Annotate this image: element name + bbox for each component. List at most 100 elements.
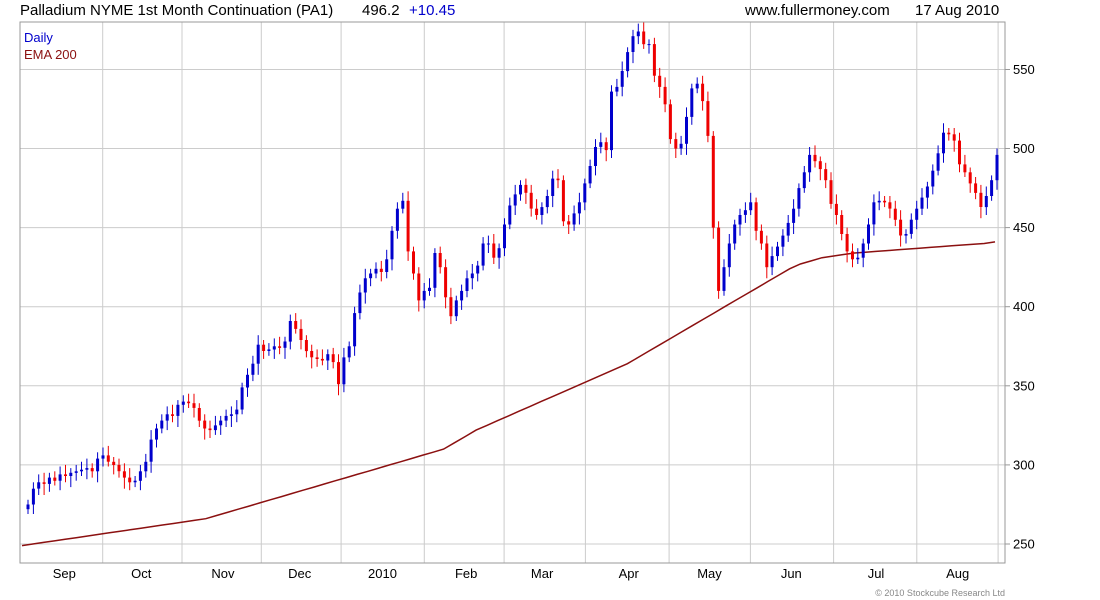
candle [315,349,319,367]
candle [818,156,822,181]
candle [594,139,597,176]
candle [369,268,373,287]
y-tick-label: 550 [1013,62,1035,77]
candle [106,445,110,467]
candle [904,229,908,244]
candle [112,457,116,475]
candle [915,200,919,230]
candle [770,246,774,276]
candle [963,154,967,177]
x-tick-label: Nov [211,566,235,581]
candle [197,403,201,427]
candle [385,249,389,279]
candle [476,260,480,282]
candle [733,219,737,250]
candle [122,463,126,489]
candle [69,468,73,488]
axes: 250 300 350 400 450 500 550 Sep Oct Nov Dec 2010 Feb… [53,62,1035,581]
candle [192,393,196,418]
candle [776,241,779,261]
candle [529,184,533,217]
candle [743,202,747,223]
chart-title: Palladium NYME 1st Month Continuation (P… [20,2,334,19]
candle [545,189,549,214]
chart-header: Palladium NYME 1st Month Continuation (P… [0,0,1100,22]
ema-200-line [21,241,996,547]
candle [958,132,961,173]
candle [454,295,458,321]
candle [208,420,212,438]
candle [229,406,233,427]
candle [551,170,555,208]
candle [486,235,490,253]
source-link[interactable]: www.fullermoney.com [745,2,890,19]
candle [909,213,913,239]
candle [802,166,806,193]
candle [492,234,496,264]
candle [80,461,83,476]
candle [395,202,399,239]
candle [138,464,142,491]
candle [85,458,89,480]
candle [155,423,158,448]
candle [851,243,854,268]
candle [690,83,694,125]
candle [160,414,164,434]
candle [53,471,57,486]
candle [417,267,421,312]
candle [465,270,469,298]
candle [358,284,362,320]
candle [235,400,239,423]
candle [583,178,587,211]
candle [326,349,330,370]
candle [438,246,442,274]
candle [936,145,940,176]
candle [604,137,608,162]
candle [42,472,46,495]
candle [658,67,662,98]
candle [304,335,308,358]
chart-date: 17 Aug 2010 [915,2,1000,19]
candle [556,169,560,189]
candle [251,355,255,382]
candle [337,354,340,396]
candle [685,107,688,155]
candle [668,99,672,144]
candle [797,183,801,217]
candle [519,180,522,201]
y-tick-label: 350 [1013,378,1035,393]
candle [331,347,335,369]
candle [213,415,217,435]
candle [294,313,298,334]
candle [979,184,983,219]
candle [695,77,699,94]
candle [577,192,581,225]
candle [615,78,619,97]
candle [925,181,929,209]
candle [374,262,378,279]
candle [149,430,153,473]
candle [808,147,812,182]
candle [90,463,94,478]
candle [893,200,897,227]
candle [872,194,876,236]
candle [974,177,978,200]
candle [727,234,731,277]
candle [203,414,207,440]
candle [181,395,185,413]
candle [834,194,838,225]
candle [663,77,667,113]
legend-daily: Daily [24,30,53,45]
candle [219,415,223,435]
candle [37,474,41,495]
candle [647,39,651,54]
candle [26,499,30,514]
candle [283,336,287,359]
candle [267,343,271,356]
candle [460,284,464,310]
x-tick-label: Oct [131,566,152,581]
y-tick-label: 250 [1013,537,1035,552]
candle [117,458,121,478]
x-tick-label: Apr [619,566,640,581]
candle [444,259,448,309]
